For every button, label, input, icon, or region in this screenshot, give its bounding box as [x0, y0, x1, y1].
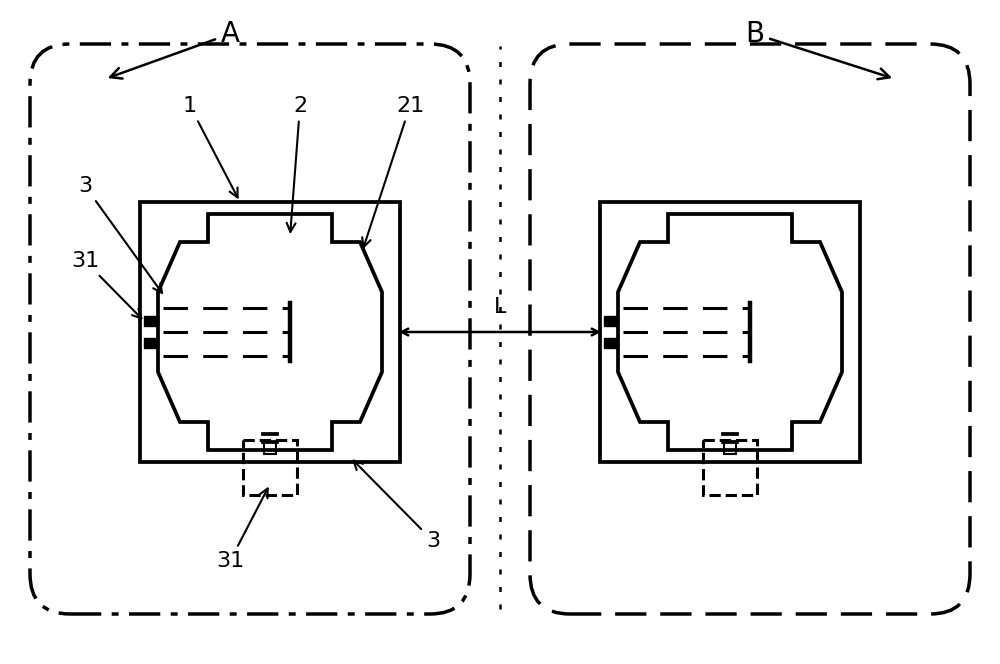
- Polygon shape: [604, 316, 618, 326]
- Text: 3: 3: [78, 176, 162, 293]
- Text: 3: 3: [354, 461, 440, 551]
- Text: L: L: [494, 297, 506, 317]
- Polygon shape: [604, 338, 618, 348]
- Text: 1: 1: [183, 96, 238, 197]
- Text: 31: 31: [71, 251, 141, 318]
- Text: 21: 21: [362, 96, 424, 247]
- Text: A: A: [110, 20, 240, 78]
- Text: B: B: [745, 20, 890, 79]
- Text: 31: 31: [216, 489, 268, 571]
- Text: 2: 2: [287, 96, 307, 232]
- Polygon shape: [144, 316, 158, 326]
- Polygon shape: [144, 338, 158, 348]
